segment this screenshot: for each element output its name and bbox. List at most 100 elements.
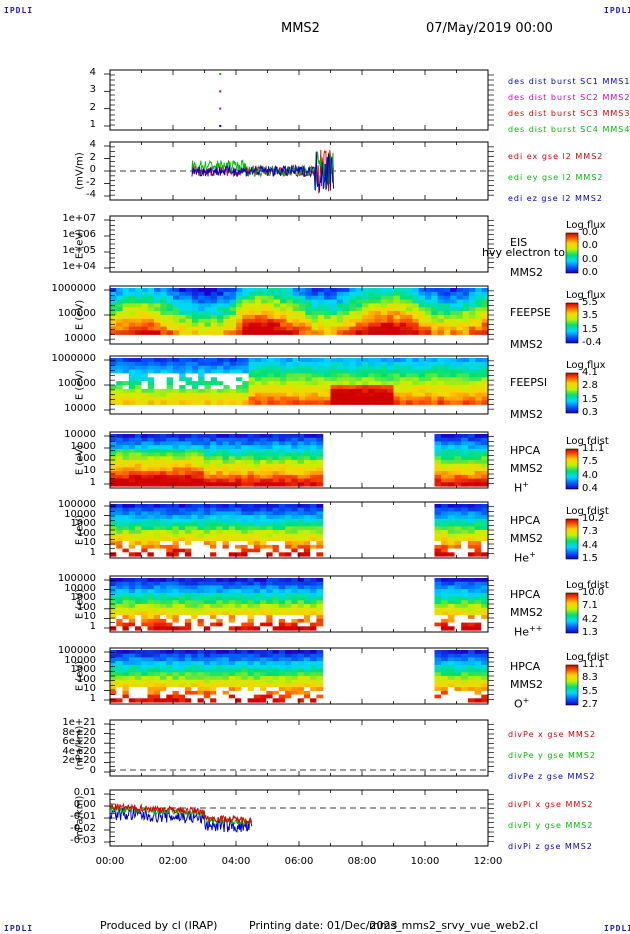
heatmap-cell-8-0-26-12	[272, 694, 280, 699]
heatmap-cell-6-0-29-12	[291, 548, 299, 553]
heatmap-cell-4-0-13-0	[191, 358, 199, 363]
heatmap-cell-3-0-58-3	[475, 299, 483, 305]
heatmap-cell-7-1-5-7	[467, 604, 476, 609]
heatmap-cell-5-1-7-4	[481, 448, 489, 454]
heatmap-cell-8-1-3-13	[454, 698, 462, 703]
heatmap-cell-8-0-0-7	[110, 676, 117, 681]
heatmap-cell-7-0-12-12	[185, 622, 192, 627]
heatmap-cell-7-0-14-12	[197, 622, 205, 627]
heatmap-cell-4-0-34-5	[324, 377, 332, 382]
heatmap-cell-3-0-23-6	[254, 311, 262, 316]
heatmap-cell-8-0-24-12	[260, 694, 267, 699]
heatmap-cell-6-0-28-7	[285, 530, 292, 535]
heatmap-cell-6-0-27-11	[278, 544, 286, 550]
heatmap-cell-6-1-5-5	[467, 522, 476, 527]
heatmap-cell-4-0-48-1	[412, 361, 420, 367]
heatmap-cell-6-0-5-9	[141, 537, 149, 542]
heatmap-cell-3-0-40-11	[362, 330, 369, 335]
colorbar-tick-eis-3: 0.0	[582, 267, 598, 278]
heatmap-cell-6-0-2-5	[122, 522, 130, 527]
heatmap-cell-4-0-23-1	[254, 361, 262, 367]
heatmap-cell-4-0-7-3	[154, 369, 161, 375]
heatmap-cell-8-0-15-8	[203, 679, 211, 684]
heatmap-cell-3-0-19-11	[229, 330, 237, 335]
heatmap-cell-3-0-38-10	[349, 326, 357, 332]
heatmap-cell-3-0-34-5	[324, 307, 332, 312]
ylabel-hpca-he: E (eV)	[74, 514, 86, 546]
heatmap-cell-5-1-3-13	[454, 482, 462, 487]
heatmap-cell-8-0-9-13	[166, 698, 174, 703]
heatmap-cell-8-0-13-1	[191, 653, 199, 658]
heatmap-cell-7-0-7-5	[153, 596, 161, 601]
heatmap-cell-5-0-5-10	[141, 471, 149, 476]
heatmap-cell-4-0-5-2	[141, 365, 149, 371]
heatmap-cell-6-0-10-2	[172, 511, 180, 516]
heatmap-cell-5-0-21-6	[241, 456, 249, 461]
heatmap-cell-5-0-15-11	[203, 474, 211, 480]
heatmap-cell-6-0-5-7	[141, 530, 149, 535]
heatmap-cell-7-0-23-10	[253, 615, 261, 620]
heatmap-cell-6-0-7-6	[153, 526, 161, 531]
heatmap-cell-7-1-3-8	[454, 607, 462, 612]
heatmap-cell-5-1-5-11	[467, 474, 476, 480]
heatmap-cell-3-0-42-0	[374, 288, 382, 293]
heatmap-cell-6-1-2-12	[447, 548, 456, 553]
heatmap-cell-4-0-22-10	[248, 396, 256, 402]
heatmap-cell-6-0-19-13	[228, 552, 236, 557]
heatmap-cell-8-0-16-5	[210, 668, 217, 673]
heatmap-cell-6-0-15-2	[203, 511, 211, 516]
ylabel-eis: E (eV)	[74, 228, 86, 260]
heatmap-cell-7-0-25-2	[266, 585, 274, 590]
heatmap-cell-3-0-34-8	[324, 318, 332, 324]
heatmap-cell-7-0-24-7	[260, 604, 267, 609]
heatmap-cell-4-0-26-6	[273, 381, 281, 386]
heatmap-cell-6-0-33-4	[316, 518, 324, 524]
heatmap-cell-6-0-7-8	[153, 533, 161, 538]
heatmap-cell-5-1-5-13	[467, 482, 476, 487]
heatmap-cell-7-1-3-10	[454, 615, 462, 620]
heatmap-cell-4-0-45-10	[393, 396, 401, 402]
heatmap-cell-8-0-6-4	[147, 664, 155, 670]
heatmap-cell-3-0-1-2	[116, 295, 124, 301]
heatmap-cell-7-0-16-12	[210, 622, 217, 627]
heatmap-cell-6-0-32-10	[310, 541, 317, 546]
heatmap-cell-4-0-55-5	[456, 377, 464, 382]
heatmap-cell-8-1-3-6	[454, 672, 462, 677]
legend-divpe-1: divPe y gse MMS2	[508, 751, 596, 760]
heatmap-cell-6-0-7-4	[153, 518, 161, 524]
heatmap-cell-8-0-12-2	[185, 657, 192, 662]
heatmap-cell-6-1-4-4	[461, 518, 469, 524]
heatmap-cell-8-0-13-12	[191, 694, 199, 699]
heatmap-cell-4-0-12-3	[185, 369, 193, 375]
heatmap-cell-5-0-30-12	[297, 478, 305, 483]
heatmap-cell-8-0-16-12	[210, 694, 217, 699]
heatmap-cell-5-0-18-2	[222, 441, 230, 446]
heatmap-cell-3-0-38-0	[349, 288, 357, 293]
heatmap-cell-6-0-6-5	[147, 522, 155, 527]
heatmap-cell-4-0-34-11	[324, 400, 332, 405]
heatmap-cell-7-1-2-11	[447, 618, 456, 624]
heatmap-cell-5-0-26-11	[272, 474, 280, 480]
heatmap-cell-6-0-16-13	[210, 552, 217, 557]
heatmap-cell-3-0-30-3	[299, 299, 306, 305]
heatmap-cell-6-0-8-7	[160, 530, 167, 535]
heatmap-cell-6-0-6-9	[147, 537, 155, 542]
heatmap-cell-8-0-15-3	[203, 661, 211, 666]
heatmap-cell-4-0-39-9	[355, 392, 363, 398]
legend-edi-e-0: edi ex gse l2 MMS2	[508, 152, 604, 161]
heatmap-cell-6-0-7-0	[153, 504, 161, 509]
heatmap-cell-4-0-2-9	[122, 392, 130, 398]
heatmap-cell-7-0-19-2	[228, 585, 236, 590]
heatmap-cell-4-0-28-7	[286, 385, 294, 390]
heatmap-cell-8-0-32-8	[310, 679, 317, 684]
heatmap-cell-4-0-59-7	[481, 385, 489, 390]
heatmap-cell-3-0-53-9	[443, 322, 451, 328]
heatmap-cell-7-1-6-3	[474, 589, 482, 594]
heatmap-cell-6-0-27-2	[278, 511, 286, 516]
heatmap-cell-8-0-3-6	[128, 672, 136, 677]
heatmap-cell-4-0-11-6	[179, 381, 187, 386]
heatmap-cell-4-0-58-3	[475, 369, 483, 375]
heatmap-cell-5-0-16-9	[210, 467, 217, 472]
heatmap-cell-4-0-27-10	[280, 396, 287, 402]
heatmap-cell-8-0-21-7	[241, 676, 249, 681]
